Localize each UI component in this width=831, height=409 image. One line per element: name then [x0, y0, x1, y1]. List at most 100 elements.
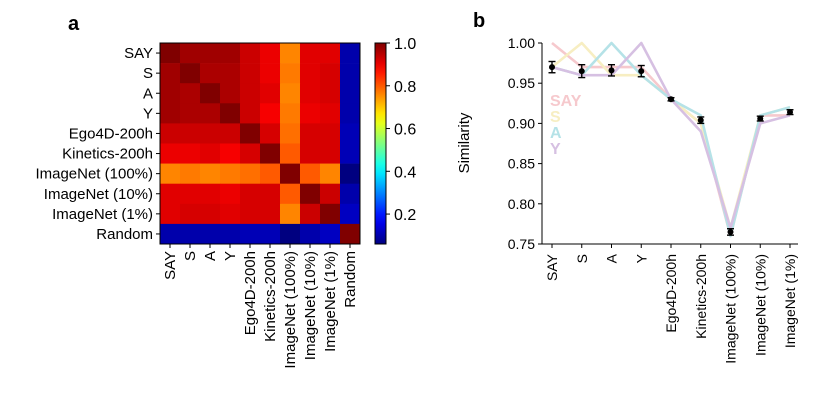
heatmap-cell	[240, 203, 261, 225]
heatmap-cell	[200, 123, 221, 144]
panel-b-label: b	[473, 10, 485, 32]
heatmap-row-label: ImageNet (100%)	[35, 166, 153, 183]
mean-point	[697, 117, 704, 124]
colorbar-tick-label: 0.6	[394, 122, 416, 139]
colorbar-gradient	[374, 42, 387, 245]
y-tick-label: 0.75	[508, 236, 535, 252]
heatmap-cell	[260, 43, 281, 64]
mean-point	[757, 115, 764, 122]
heatmap-cell	[200, 163, 221, 184]
heatmap-cell	[320, 43, 341, 64]
heatmap-cell	[340, 43, 361, 64]
heatmap-cell	[340, 83, 361, 104]
heatmap-cell	[160, 183, 181, 205]
heatmap-cell	[200, 183, 221, 205]
heatmap-cell	[300, 63, 321, 84]
heatmap-cell	[280, 183, 301, 205]
heatmap-cell	[280, 223, 301, 245]
heatmap-cell	[260, 223, 281, 245]
heatmap-row-label: A	[143, 85, 153, 102]
heatmap-col-label: SAY	[162, 251, 179, 280]
heatmap-cell	[240, 143, 261, 164]
heatmap-col-label: Ego4D-200h	[242, 251, 259, 335]
heatmap-cell	[220, 143, 241, 164]
legend-entry-say: SAY	[550, 93, 582, 110]
heatmap-cell	[340, 163, 361, 184]
heatmap-cell	[200, 103, 221, 124]
colorbar-tick-label: 1.0	[394, 36, 416, 53]
heatmap-cell	[280, 43, 301, 64]
heatmap-cell	[340, 223, 361, 245]
heatmap-cell	[180, 63, 201, 84]
heatmap-cell	[280, 203, 301, 225]
heatmap-cell	[220, 183, 241, 205]
heatmap-row-label: ImageNet (10%)	[44, 186, 153, 203]
heatmap-cell	[340, 63, 361, 84]
heatmap-cell	[260, 83, 281, 104]
heatmap-cell	[240, 63, 261, 84]
x-tick-label: A	[604, 253, 620, 263]
heatmap-cell	[240, 223, 261, 245]
heatmap-cell	[160, 63, 181, 84]
heatmap-cell	[220, 123, 241, 144]
heatmap-row-label: Y	[143, 105, 153, 122]
heatmap-cell	[280, 83, 301, 104]
heatmap-cell	[240, 103, 261, 124]
x-tick-label: S	[574, 254, 590, 263]
mean-point	[549, 64, 555, 71]
heatmap-cell	[200, 43, 221, 64]
mean-point	[578, 68, 585, 75]
heatmap-cell	[240, 123, 261, 144]
heatmap-cell	[320, 103, 341, 124]
heatmap-cell	[320, 203, 341, 225]
heatmap-cell	[300, 83, 321, 104]
mean-point	[668, 96, 674, 103]
heatmap-cell	[340, 123, 361, 144]
heatmap-cell	[200, 143, 221, 164]
heatmap-cell	[340, 183, 361, 205]
heatmap-cell	[260, 123, 281, 144]
y-tick-label: 0.90	[508, 115, 535, 131]
heatmap-row-label: Ego4D-200h	[69, 125, 153, 142]
heatmap-cell	[280, 143, 301, 164]
heatmap-cell	[260, 163, 281, 184]
heatmap-cell	[320, 223, 341, 245]
heatmap-row-label: Kinetics-200h	[62, 146, 153, 163]
heatmap-cell	[260, 203, 281, 225]
heatmap-cell	[180, 223, 201, 245]
mean-point	[787, 109, 793, 116]
heatmap-frame	[159, 42, 361, 245]
mean-point	[638, 68, 645, 75]
x-tick-label: Ego4D-200h	[663, 254, 679, 333]
heatmap-cell	[260, 63, 281, 84]
heatmap-cell	[200, 203, 221, 225]
colorbar-tick-label: 0.8	[394, 79, 416, 96]
heatmap-cell	[320, 163, 341, 184]
heatmap-cell	[220, 63, 241, 84]
heatmap-col-label: ImageNet (100%)	[282, 251, 299, 369]
heatmap-cell	[180, 163, 201, 184]
y-tick-label: 1.00	[508, 35, 535, 51]
heatmap-cell	[240, 163, 261, 184]
x-tick-label: ImageNet (1%)	[782, 254, 798, 348]
heatmap-cell	[160, 163, 181, 184]
heatmap-col-label: ImageNet (1%)	[322, 251, 339, 352]
x-tick-label: SAY	[544, 253, 560, 281]
heatmap-cell	[280, 123, 301, 144]
heatmap-cell	[260, 143, 281, 164]
heatmap-cell	[300, 43, 321, 64]
colorbar: 0.2 0.4 0.6 0.8 1.0	[374, 36, 416, 245]
heatmap-cell	[300, 143, 321, 164]
legend-entry-y: Y	[550, 141, 561, 158]
heatmap-cell	[280, 163, 301, 184]
heatmap-cell	[300, 223, 321, 245]
colorbar-tick-label: 0.2	[394, 207, 416, 224]
heatmap-cell	[320, 63, 341, 84]
heatmap-col-label: Random	[342, 251, 359, 308]
heatmap-cell	[200, 83, 221, 104]
mean-point	[608, 67, 615, 74]
legend-entry-s: S	[550, 109, 561, 126]
